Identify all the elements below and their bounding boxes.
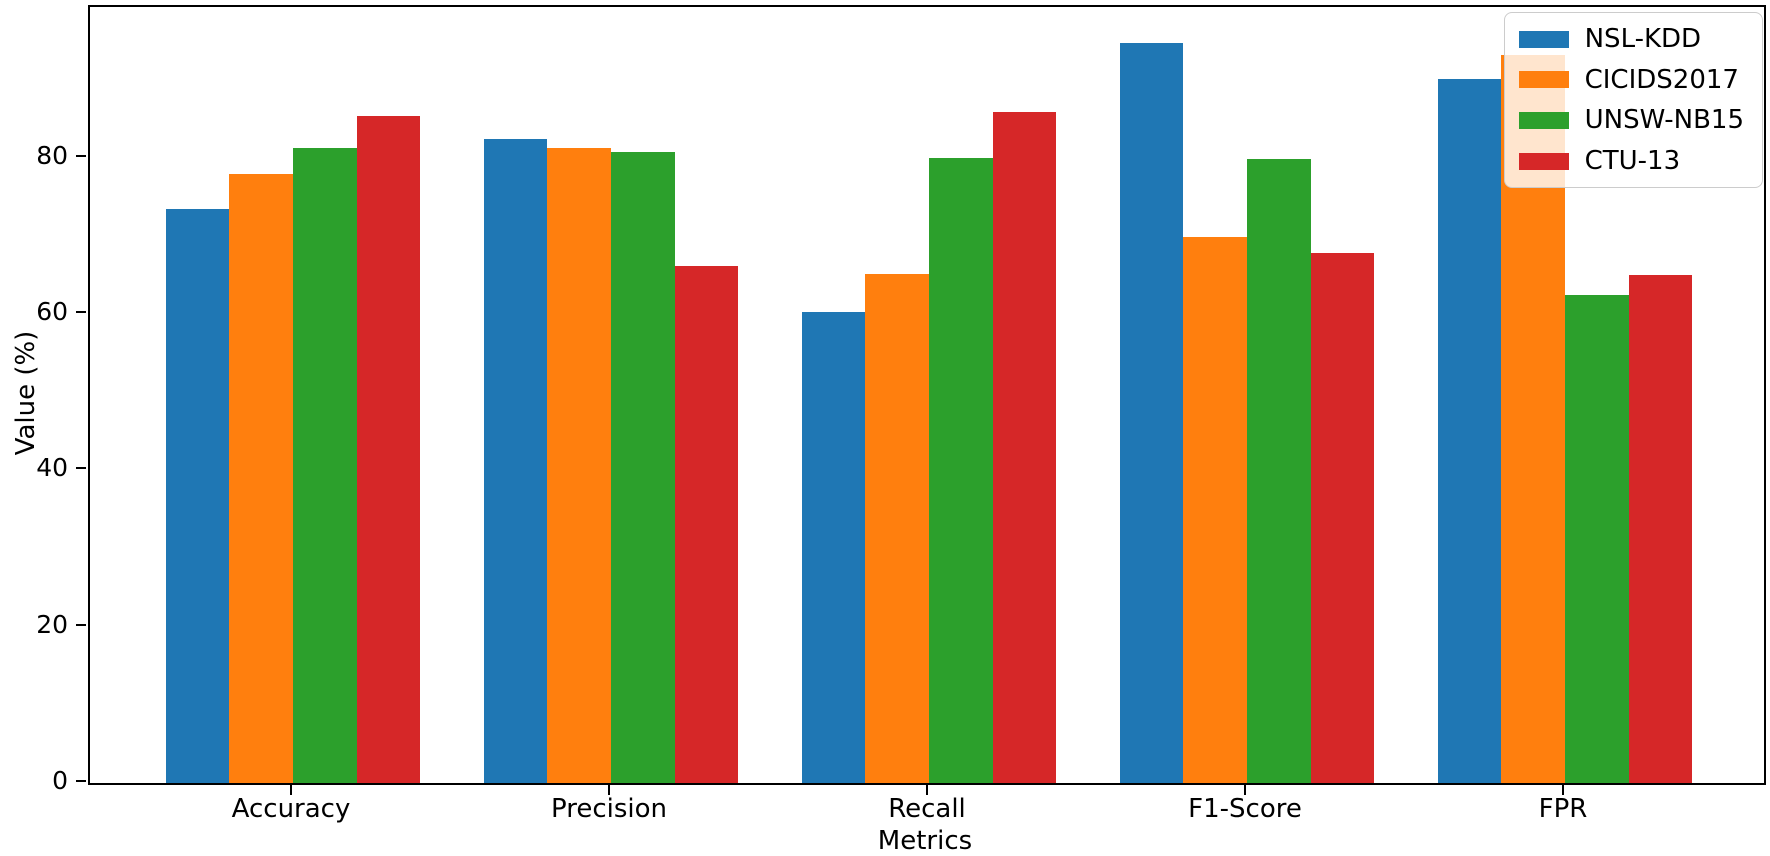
bar-unsw-nb15-fpr bbox=[1565, 294, 1629, 783]
bar-unsw-nb15-recall bbox=[929, 157, 993, 783]
legend-label-cicids2017: CICIDS2017 bbox=[1584, 64, 1739, 95]
legend-swatch-icon bbox=[1518, 152, 1569, 170]
x-tick-label-recall: Recall bbox=[888, 794, 966, 824]
bar-nsl-kdd-recall bbox=[801, 311, 866, 783]
legend-row: NSL-KDD bbox=[1518, 24, 1744, 54]
x-tick-mark bbox=[290, 785, 292, 795]
y-tick-mark bbox=[76, 311, 86, 314]
x-tick-label-precision: Precision bbox=[550, 794, 668, 824]
y-tick-label: 20 bbox=[36, 609, 68, 639]
legend-row: CTU-13 bbox=[1518, 145, 1744, 176]
x-tick-label-accuracy: Accuracy bbox=[231, 794, 351, 824]
bar-unsw-nb15-precision bbox=[611, 152, 675, 783]
legend: NSL-KDD CICIDS2017 UNSW-NB15 CTU-13 bbox=[1503, 12, 1763, 189]
bar-nsl-kdd-precision bbox=[483, 139, 548, 783]
bar-cicids2017-recall bbox=[865, 274, 929, 783]
bar-cicids2017-precision bbox=[547, 148, 611, 783]
bar-cicids2017-f1-score bbox=[1183, 236, 1247, 783]
y-axis-label: Value (%) bbox=[11, 330, 41, 456]
y-tick-mark bbox=[76, 623, 86, 626]
y-tick-mark bbox=[76, 467, 86, 470]
bar-nsl-kdd-f1-score bbox=[1119, 42, 1184, 783]
x-tick-label-fpr: FPR bbox=[1538, 794, 1588, 824]
plot-area bbox=[88, 5, 1766, 785]
legend-label-ctu-13: CTU-13 bbox=[1584, 145, 1681, 176]
x-tick-mark bbox=[926, 785, 928, 795]
bar-ctu-13-fpr bbox=[1628, 275, 1693, 783]
y-tick-label: 40 bbox=[36, 453, 68, 483]
bar-nsl-kdd-fpr bbox=[1437, 78, 1502, 783]
bar-ctu-13-recall bbox=[992, 111, 1057, 783]
x-axis-label: Metrics bbox=[877, 826, 973, 856]
legend-swatch-icon bbox=[1518, 111, 1569, 129]
y-tick-label: 80 bbox=[36, 140, 68, 170]
y-tick-mark bbox=[76, 780, 86, 782]
x-tick-label-f1-score: F1-Score bbox=[1188, 794, 1302, 824]
bar-ctu-13-accuracy bbox=[356, 116, 421, 783]
bar-unsw-nb15-accuracy bbox=[293, 148, 357, 783]
legend-row: CICIDS2017 bbox=[1518, 64, 1744, 95]
bar-cicids2017-accuracy bbox=[229, 174, 293, 783]
x-tick-mark bbox=[1244, 785, 1246, 795]
legend-swatch-icon bbox=[1518, 71, 1569, 89]
y-tick-label: 0 bbox=[52, 766, 68, 795]
legend-row: UNSW-NB15 bbox=[1518, 105, 1744, 136]
bar-nsl-kdd-accuracy bbox=[165, 208, 230, 783]
legend-label-nsl-kdd: NSL-KDD bbox=[1584, 24, 1702, 54]
legend-swatch-icon bbox=[1518, 30, 1569, 48]
bar-unsw-nb15-f1-score bbox=[1247, 159, 1311, 783]
x-tick-mark bbox=[1562, 785, 1564, 795]
x-tick-mark bbox=[608, 785, 610, 795]
y-tick-mark bbox=[76, 154, 86, 157]
y-tick-label: 60 bbox=[36, 297, 68, 327]
legend-label-unsw-nb15: UNSW-NB15 bbox=[1584, 105, 1744, 136]
bar-ctu-13-precision bbox=[674, 266, 739, 783]
bar-ctu-13-f1-score bbox=[1310, 253, 1375, 783]
